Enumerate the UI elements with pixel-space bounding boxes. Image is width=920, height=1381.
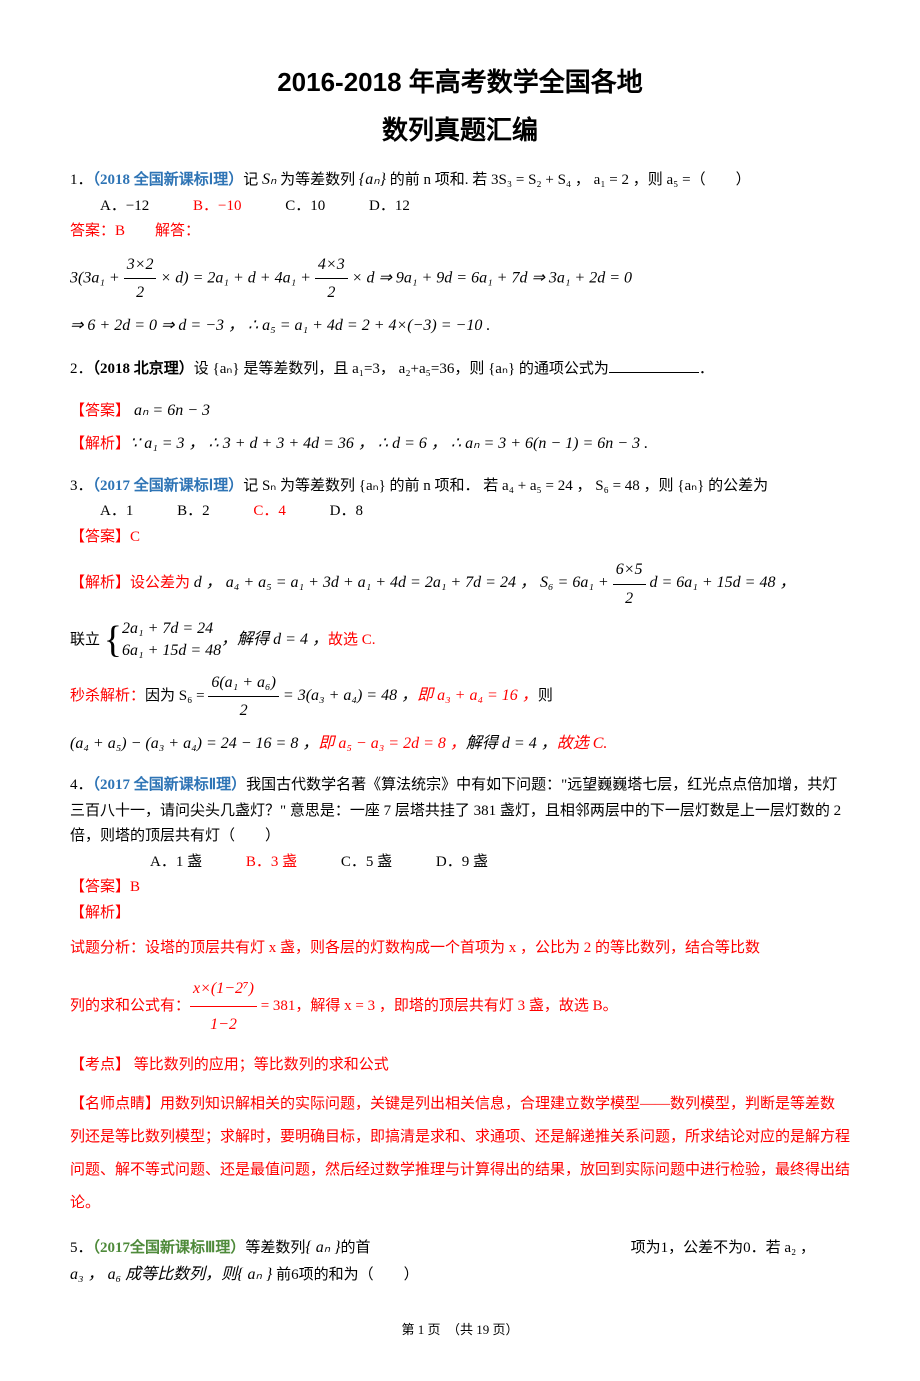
problem-5: 5．（2017全国新课标Ⅲ理）等差数列{ aₙ }的首项为1，公差不为0．若 a… bbox=[70, 1234, 850, 1289]
p1-f2b: 2 bbox=[315, 279, 348, 306]
problem-4: 4．（2017 全国新课标Ⅱ理）我国古代数学名著《算法统宗》中有如下问题："远望… bbox=[70, 773, 850, 1219]
p4-sol-p2b: = 381，解得 x = 3 ，即塔的顶层共有灯 3 盏，故选 B。 bbox=[257, 998, 618, 1014]
doc-title-2: 数列真题汇编 bbox=[70, 108, 850, 152]
p3-opt-b: B．2 bbox=[177, 499, 210, 525]
p4-sol-label: 【解析】 bbox=[70, 901, 850, 927]
p1-num: 1． bbox=[70, 172, 93, 188]
p1-source: （2018 全国新课标Ⅰ理） bbox=[93, 172, 244, 188]
p3-opt-c: C．4 bbox=[253, 499, 286, 525]
p2-ans-label: 【答案】 bbox=[70, 403, 130, 419]
p1-stem-b: 为等差数列 bbox=[276, 172, 359, 188]
p3-ft: 6×5 bbox=[613, 556, 646, 584]
p4-opt-d: D．9 盏 bbox=[436, 850, 488, 876]
p3-kft: 6(a₁ + a₆) bbox=[208, 669, 279, 697]
p3-kl2b: 即 a₅ − a₃ = 2d = 8 ， bbox=[318, 735, 466, 752]
p1-stem-a: 记 bbox=[243, 172, 262, 188]
p3-ans-label: 【答案】C bbox=[70, 525, 850, 551]
p1-answer-label: 答案：B 解答： bbox=[70, 219, 850, 245]
p3-kill-label: 秒杀解析： bbox=[70, 688, 145, 704]
p5-stem-c: 项为1，公差不为0．若 a₂ ， bbox=[631, 1240, 815, 1256]
p5-an2: { aₙ } bbox=[237, 1266, 272, 1283]
p3-kl2d: 故选 C. bbox=[557, 735, 608, 752]
p4-fb: 1−2 bbox=[190, 1007, 257, 1042]
p3-opt-a: A．1 bbox=[100, 499, 133, 525]
p4-kd-label: 【考点】 bbox=[70, 1057, 130, 1073]
p4-kd: 等比数列的应用；等比数列的求和公式 bbox=[130, 1057, 389, 1073]
p3-kill-b: = 3(a₃ + a₄) = 48 ， bbox=[279, 687, 417, 704]
p3-kill-d: 则 bbox=[538, 688, 553, 704]
p5-num: 5． bbox=[70, 1240, 93, 1256]
p5-stem-e: 前6项的和为（ ） bbox=[272, 1267, 418, 1283]
p5-stem-d: a₃ ， a₆ 成等比数列，则 bbox=[70, 1266, 237, 1283]
p2-stem: 设 {aₙ} 是等差数列，且 a₁=3， a₂+a₅=36，则 {aₙ} 的通项… bbox=[194, 361, 609, 377]
p3-sys-post: ，解得 d = 4 ， bbox=[221, 631, 328, 648]
p2-sol: ∵ a₁ = 3 ， ∴ 3 + d + 3 + 4d = 36 ， ∴ d =… bbox=[130, 435, 648, 452]
p3-kill-c: 即 a₃ + a₄ = 16 ， bbox=[417, 687, 538, 704]
p3-sys-pre: 联立 bbox=[70, 632, 104, 648]
p4-num: 4． bbox=[70, 777, 93, 793]
p5-an1: { aₙ } bbox=[305, 1239, 340, 1256]
p4-opt-b: B．3 盏 bbox=[246, 850, 297, 876]
p3-sol-a-pre: 设公差为 bbox=[130, 576, 194, 592]
p1-f1t: 3×2 bbox=[124, 251, 157, 279]
p1-stem-c: 的前 n 项和. 若 3S₃ = S₂ + S₄ ， a₁ = 2 ，则 a₅ … bbox=[386, 172, 751, 188]
p3-stem: 记 Sₙ 为等差数列 {aₙ} 的前 n 项和． 若 a₄ + a₅ = 24 … bbox=[243, 478, 768, 494]
p1-f1b: 2 bbox=[124, 279, 157, 306]
problem-3: 3．（2017 全国新课标Ⅰ理）记 Sₙ 为等差数列 {aₙ} 的前 n 项和．… bbox=[70, 474, 850, 757]
p3-kfb: 2 bbox=[208, 697, 279, 724]
p4-sol-p2a: 列的求和公式有： bbox=[70, 998, 190, 1014]
p1-w1c: × d ⇒ 9a₁ + 9d = 6a₁ + 7d ⇒ 3a₁ + 2d = 0 bbox=[348, 269, 632, 286]
p1-opt-c: C．10 bbox=[285, 194, 325, 220]
p3-sys2: 6a₁ + 15d = 48 bbox=[122, 640, 221, 662]
p5-stem-a: 等差数列 bbox=[245, 1240, 305, 1256]
p3-num: 3． bbox=[70, 478, 93, 494]
p3-source: （2017 全国新课标Ⅰ理） bbox=[93, 478, 244, 494]
p3-sol-a: d ， a₄ + a₅ = a₁ + 3d + a₁ + 4d = 2a₁ + … bbox=[194, 575, 613, 592]
p1-options: A．−12 B．−10 C．10 D．12 bbox=[70, 194, 850, 220]
problem-1: 1．（2018 全国新课标Ⅰ理）记 Sₙ 为等差数列 {aₙ} 的前 n 项和.… bbox=[70, 166, 850, 339]
p1-work-1: 3(3a₁ + 3×22 × d) = 2a₁ + d + 4a₁ + 4×32… bbox=[70, 251, 850, 306]
p3-options: A．1 B．2 C．4 D．8 bbox=[70, 499, 850, 525]
p3-opt-d: D．8 bbox=[330, 499, 363, 525]
p4-sol-p1: 试题分析：设塔的顶层共有灯 x 盏，则各层的灯数构成一个首项为 x ，公比为 2… bbox=[70, 932, 850, 965]
p3-fb: 2 bbox=[613, 585, 646, 612]
p4-opt-a: A．1 盏 bbox=[150, 850, 202, 876]
p1-opt-a: A．−12 bbox=[100, 194, 149, 220]
p2-num: 2． bbox=[70, 361, 93, 377]
p4-ft: x×(1−2⁷) bbox=[190, 971, 257, 1007]
p4-source: （2017 全国新课标Ⅱ理） bbox=[93, 777, 247, 793]
p1-opt-b: B．−10 bbox=[193, 194, 241, 220]
p1-work-2: ⇒ 6 + 2d = 0 ⇒ d = −3 ， ∴ a₅ = a₁ + 4d =… bbox=[70, 312, 850, 339]
p2-sol-label: 【解析】 bbox=[70, 436, 130, 452]
brace-icon: { bbox=[104, 623, 122, 657]
p1-w1a: 3(3a₁ + bbox=[70, 269, 124, 286]
p4-opt-c: C．5 盏 bbox=[341, 850, 392, 876]
p2-ans: aₙ = 6n − 3 bbox=[130, 402, 210, 419]
p1-an: {aₙ} bbox=[359, 171, 386, 188]
p3-sol-label: 【解析】 bbox=[70, 576, 130, 592]
doc-title-1: 2016-2018 年高考数学全国各地 bbox=[70, 60, 850, 104]
p1-f2t: 4×3 bbox=[315, 251, 348, 279]
p3-kill-a: 因为 S₆ = bbox=[145, 688, 208, 704]
p1-w1b: × d) = 2a₁ + d + 4a₁ + bbox=[156, 269, 314, 286]
p2-blank bbox=[609, 357, 699, 373]
p5-source: （2017全国新课标Ⅲ理） bbox=[93, 1240, 246, 1256]
p1-sn: Sₙ bbox=[262, 171, 276, 188]
page-footer: 第 1 页 （共 19 页） bbox=[70, 1319, 850, 1341]
p4-tip-label: 【名师点睛】 bbox=[70, 1096, 160, 1112]
p3-sol-b: d = 6a₁ + 15d = 48 ， bbox=[646, 575, 796, 592]
problem-2: 2．（2018 北京理）设 {aₙ} 是等差数列，且 a₁=3， a₂+a₅=3… bbox=[70, 357, 850, 458]
p4-tip: 用数列知识解相关的实际问题，关键是列出相关信息，合理建立数学模型——数列模型，判… bbox=[70, 1096, 850, 1211]
p3-sys1: 2a₁ + 7d = 24 bbox=[122, 618, 221, 640]
p4-ans-label: 【答案】B bbox=[70, 875, 850, 901]
p3-sys-end: 故选 C. bbox=[328, 632, 376, 648]
p2-source: （2018 北京理） bbox=[93, 361, 194, 377]
p3-kl2: (a₄ + a₅) − (a₃ + a₄) = 24 − 16 = 8 ， bbox=[70, 735, 318, 752]
p3-kl2c: 解得 d = 4 ， bbox=[466, 735, 557, 752]
p1-opt-d: D．12 bbox=[369, 194, 410, 220]
p5-stem-b: 的首 bbox=[341, 1240, 371, 1256]
p4-options: A．1 盏 B．3 盏 C．5 盏 D．9 盏 bbox=[150, 850, 850, 876]
